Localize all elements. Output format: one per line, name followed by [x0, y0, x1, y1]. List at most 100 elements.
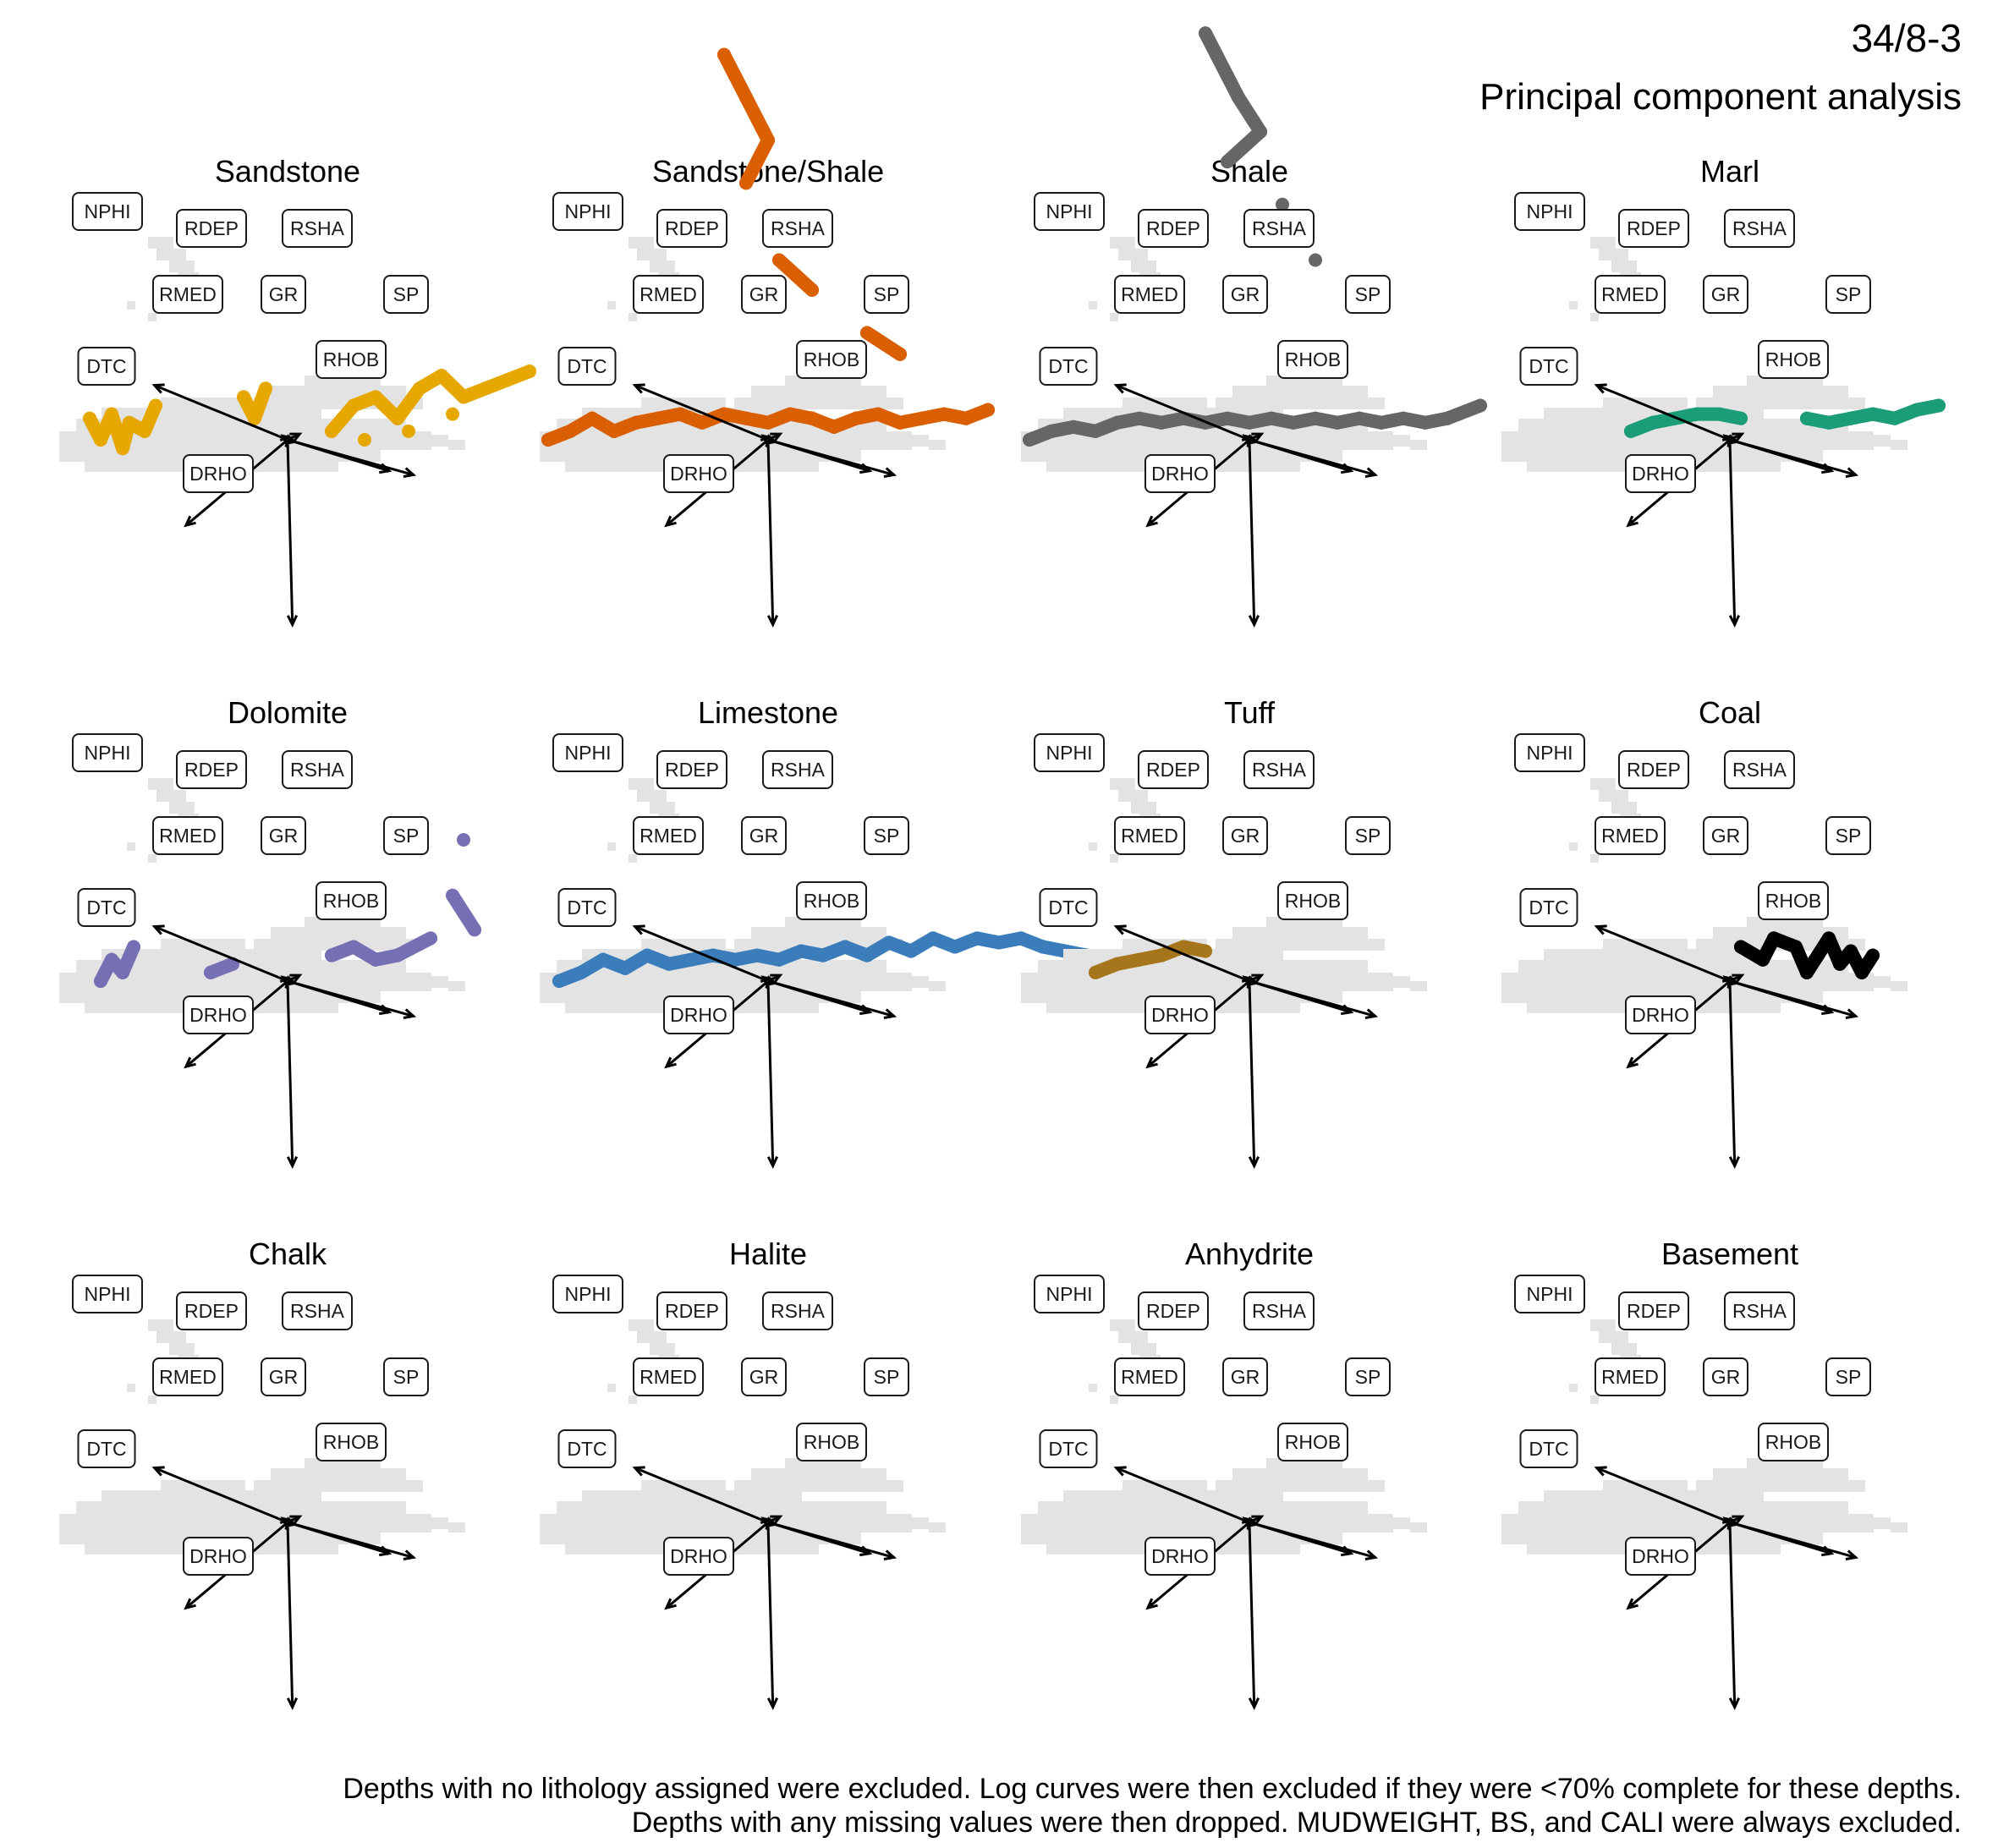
label-text: RDEP: [1627, 759, 1681, 781]
background-density-cell: [1376, 435, 1410, 447]
facet-tuff: Tuff NPHI RDEP RSHA RMED GR SP RHOB DTC DRHO: [1021, 695, 1427, 1169]
label-box: [1595, 275, 1666, 314]
loading-label-dtc: DTC: [1519, 888, 1578, 927]
label-text: RHOB: [804, 890, 859, 912]
label-box: [557, 1429, 617, 1468]
loading-label-sp: SP: [383, 1357, 429, 1396]
loading-arrow-nphi: [634, 925, 769, 983]
loading-label-rdep: RDEP: [1618, 750, 1689, 789]
background-density-cell: [628, 778, 654, 790]
facet-anhydrite: Anhydrite NPHI RDEP RSHA RMED GR SP RHOB DTC DRHO: [1021, 1237, 1427, 1710]
background-density-cell: [156, 1331, 186, 1343]
background-density-cell: [1501, 1514, 1874, 1533]
background-density-cell: [1118, 1331, 1148, 1343]
background-density-cell: [1518, 419, 1848, 431]
loading-arrow-rhob: [767, 438, 870, 473]
label-box: [1138, 209, 1209, 248]
label-box: [1277, 881, 1348, 920]
label-text: RHOB: [804, 1431, 859, 1453]
background-density-cell: [628, 313, 637, 321]
loading-arrowhead: [632, 1466, 645, 1477]
loading-label-drho: DRHO: [1625, 1537, 1696, 1576]
loading-arrow-rhob: [767, 979, 870, 1014]
loading-label-sp: SP: [1345, 816, 1391, 855]
label-text: RMED: [159, 283, 217, 305]
background-density-cell: [1089, 1384, 1097, 1392]
loading-label-rmed: RMED: [633, 275, 704, 314]
label-box: [1345, 275, 1391, 314]
background-density-cell: [414, 435, 448, 447]
label-box: [1514, 192, 1585, 231]
loading-label-rhob: RHOB: [1758, 881, 1829, 920]
background-density-cell: [1216, 939, 1385, 951]
label-box: [1222, 816, 1268, 855]
loading-label-rsha: RSHA: [1724, 209, 1795, 248]
loading-arrowhead: [1341, 1004, 1354, 1016]
label-text: RSHA: [771, 1300, 826, 1322]
label-box: [282, 209, 353, 248]
background-density-cell: [895, 435, 929, 447]
label-box: [72, 733, 143, 772]
label-text: GR: [1711, 283, 1741, 305]
loading-arrowhead: [379, 463, 392, 474]
loading-label-nphi: NPHI: [1514, 733, 1585, 772]
loading-label-sp: SP: [864, 275, 909, 314]
loading-arrowhead: [1845, 1549, 1859, 1561]
background-density-cell: [637, 249, 667, 260]
background-density-cell: [540, 1514, 912, 1533]
background-density-cell: [1131, 260, 1156, 272]
background-density-cell: [650, 1343, 675, 1355]
facet-title: Anhydrite: [1185, 1237, 1314, 1271]
label-text: RDEP: [665, 759, 719, 781]
loading-label-gr: GR: [261, 816, 306, 855]
loading-arrowhead: [1113, 383, 1127, 394]
label-text: GR: [269, 283, 299, 305]
label-box: [762, 750, 833, 789]
label-text: RMED: [1121, 1366, 1178, 1388]
loading-arrowhead: [1145, 1056, 1158, 1069]
label-text: NPHI: [1046, 200, 1093, 222]
background-density-cell: [1891, 981, 1907, 991]
background-density-cell: [271, 1468, 406, 1480]
loading-arrowhead: [664, 1056, 677, 1069]
label-text: RSHA: [1732, 217, 1787, 239]
label-box: [796, 340, 867, 379]
label-box: [1595, 816, 1666, 855]
loading-label-rdep: RDEP: [1618, 209, 1689, 248]
data-point: [358, 433, 371, 447]
background-density-cell: [540, 431, 912, 450]
loading-label-dtc: DTC: [1039, 347, 1098, 386]
data-point: [1276, 197, 1289, 211]
loading-arrowhead: [1594, 924, 1607, 935]
label-box: [1243, 1291, 1315, 1330]
loading-arrow-nphi: [154, 925, 288, 983]
label-box: [552, 733, 623, 772]
facet-basement: Basement NPHI RDEP RSHA RMED GR SP RHOB DTC DRHO: [1501, 1237, 1907, 1710]
background-density-cell: [1696, 1480, 1865, 1492]
background-density-cell: [1590, 778, 1616, 790]
loading-arrowhead: [1251, 973, 1265, 984]
label-text: RHOB: [1765, 348, 1821, 370]
label-text: GR: [749, 283, 779, 305]
label-box: [1138, 1291, 1209, 1330]
background-density-cell: [148, 313, 156, 321]
background-density-cell: [641, 939, 726, 949]
background-density-cell: [734, 398, 903, 409]
loading-label-rhob: RHOB: [1277, 881, 1348, 920]
loading-arrow-nphi: [1596, 384, 1731, 441]
loading-label-drho: DRHO: [183, 454, 254, 493]
loading-arrow-drho: [286, 439, 294, 625]
label-box: [741, 275, 787, 314]
loading-label-drho: DRHO: [663, 1537, 734, 1576]
loading-arrowhead: [766, 1155, 779, 1169]
label-box: [77, 347, 136, 386]
loading-label-rmed: RMED: [1114, 1357, 1185, 1396]
background-density-cell: [641, 1480, 726, 1490]
loading-arrowhead: [1732, 973, 1745, 984]
loading-arrowhead: [859, 1004, 873, 1016]
loading-arrowhead: [1364, 1008, 1379, 1020]
background-density-cell: [1590, 237, 1616, 249]
background-density-cell: [1097, 413, 1131, 420]
label-box: [176, 750, 247, 789]
